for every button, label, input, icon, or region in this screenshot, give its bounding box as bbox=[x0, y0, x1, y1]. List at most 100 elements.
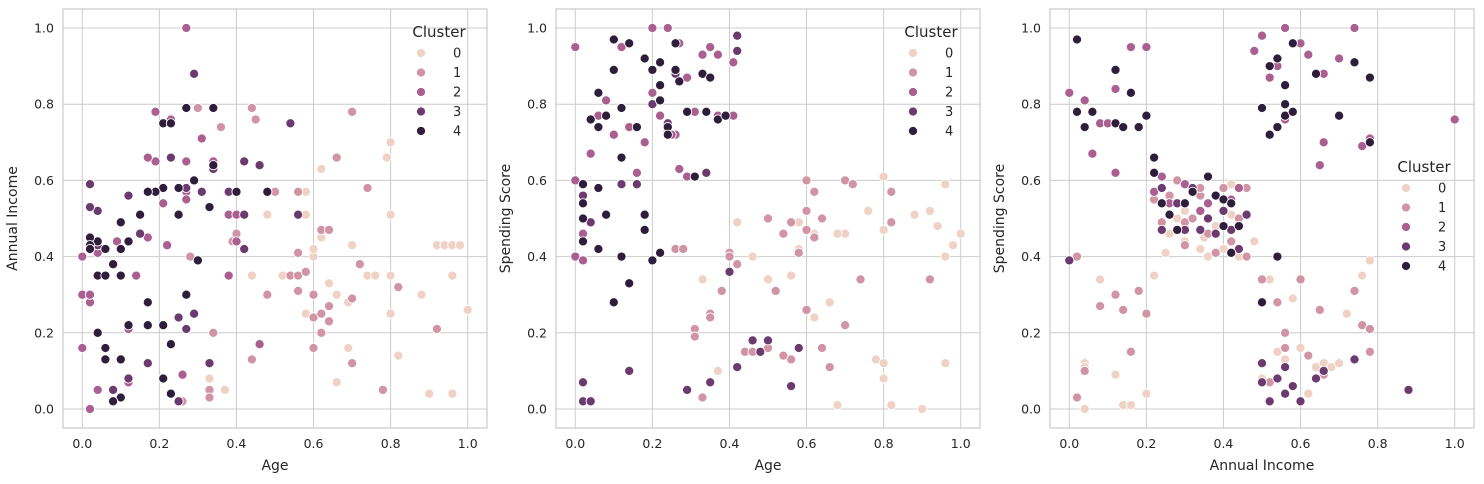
data-point bbox=[1125, 346, 1136, 357]
data-point bbox=[123, 320, 134, 331]
data-point bbox=[1079, 95, 1090, 106]
series-cluster-4 bbox=[577, 34, 731, 308]
data-point bbox=[1202, 198, 1214, 209]
data-point bbox=[204, 392, 215, 403]
data-point bbox=[142, 152, 153, 163]
data-point bbox=[239, 156, 250, 167]
data-point bbox=[246, 354, 257, 365]
data-point bbox=[1272, 122, 1283, 133]
data-point bbox=[593, 182, 604, 194]
data-point bbox=[608, 129, 619, 140]
data-point bbox=[778, 228, 789, 239]
data-point bbox=[728, 57, 739, 68]
data-point bbox=[1249, 45, 1260, 56]
data-point bbox=[616, 102, 627, 114]
data-point bbox=[192, 255, 203, 266]
data-point bbox=[786, 381, 797, 392]
data-point bbox=[1125, 42, 1136, 53]
data-point bbox=[1141, 308, 1152, 319]
data-point bbox=[1149, 270, 1160, 281]
data-point bbox=[1118, 122, 1129, 133]
data-point bbox=[84, 243, 96, 255]
data-point bbox=[1349, 285, 1360, 296]
data-point bbox=[577, 179, 589, 190]
axes-frame bbox=[62, 8, 488, 429]
x-tick-label: 0.2 bbox=[149, 436, 169, 451]
data-point bbox=[1141, 388, 1152, 399]
data-point bbox=[115, 270, 126, 281]
series-cluster-3 bbox=[577, 30, 804, 407]
data-point bbox=[624, 38, 635, 49]
data-point bbox=[1149, 152, 1160, 163]
data-point bbox=[1256, 377, 1268, 388]
legend-marker bbox=[907, 67, 919, 78]
data-point bbox=[316, 327, 327, 338]
data-point bbox=[1264, 61, 1275, 72]
series-cluster-3 bbox=[1064, 182, 1414, 407]
scatter-panel-2: 0.0 0.2 0.4 0.6 0.8 1.0 0.0 0.2 0.4 0.6 0.8 1.0 Age S… bbox=[498, 8, 981, 474]
y-tick-label: 0.6 bbox=[34, 173, 54, 188]
x-tick-label: 0.0 bbox=[72, 436, 92, 451]
data-point bbox=[1256, 30, 1268, 41]
data-point bbox=[639, 137, 650, 148]
data-point bbox=[323, 278, 335, 289]
data-point bbox=[308, 243, 319, 255]
legend-label: 3 bbox=[1438, 240, 1446, 255]
data-point bbox=[1071, 392, 1083, 403]
data-point bbox=[447, 270, 458, 281]
data-point bbox=[577, 236, 589, 247]
legend: Cluster 0 1 2 3 4 bbox=[1397, 158, 1451, 275]
data-point bbox=[770, 285, 781, 296]
data-point bbox=[1280, 327, 1291, 338]
data-point bbox=[793, 342, 804, 354]
data-point bbox=[1256, 297, 1268, 308]
data-point bbox=[192, 102, 203, 114]
data-point bbox=[431, 323, 442, 335]
x-axis-label: Annual Income bbox=[1210, 458, 1315, 474]
data-point bbox=[1280, 342, 1291, 354]
data-point bbox=[1149, 167, 1160, 178]
data-point bbox=[705, 312, 716, 323]
data-point bbox=[196, 133, 207, 144]
data-point bbox=[293, 247, 304, 258]
data-point bbox=[108, 259, 119, 270]
data-point bbox=[1079, 122, 1090, 133]
data-point bbox=[601, 209, 612, 220]
legend-title: Cluster bbox=[1397, 158, 1451, 176]
data-point bbox=[1280, 99, 1291, 110]
data-point bbox=[616, 152, 627, 163]
data-point bbox=[682, 384, 693, 395]
data-point bbox=[1318, 365, 1329, 376]
data-point bbox=[162, 240, 173, 251]
legend-marker bbox=[1400, 241, 1412, 252]
data-point bbox=[1303, 49, 1314, 60]
y-tick-label: 0.4 bbox=[1021, 249, 1041, 264]
data-point bbox=[262, 186, 273, 197]
data-point bbox=[1349, 57, 1360, 68]
data-point bbox=[662, 129, 673, 140]
data-point bbox=[1256, 102, 1268, 114]
data-point bbox=[362, 182, 373, 194]
data-point bbox=[824, 297, 835, 308]
data-point bbox=[631, 167, 642, 178]
y-tick-label: 0.2 bbox=[34, 325, 54, 340]
data-point bbox=[447, 388, 458, 399]
data-point bbox=[840, 320, 851, 331]
data-point bbox=[809, 186, 820, 197]
data-point bbox=[924, 274, 935, 285]
data-point bbox=[285, 118, 296, 129]
series-cluster-2 bbox=[570, 22, 739, 266]
data-point bbox=[670, 64, 681, 75]
data-point bbox=[331, 289, 342, 300]
data-point bbox=[1079, 365, 1090, 376]
y-axis-label: Spending Score bbox=[498, 164, 514, 273]
y-tick-label: 0.0 bbox=[34, 401, 54, 416]
data-point bbox=[585, 114, 596, 125]
data-point bbox=[1303, 388, 1314, 399]
data-point bbox=[577, 255, 589, 266]
data-point bbox=[1256, 274, 1268, 285]
y-tick-label: 0.2 bbox=[1021, 325, 1041, 340]
data-point bbox=[1334, 110, 1345, 121]
data-point bbox=[1226, 198, 1237, 209]
data-point bbox=[716, 285, 727, 296]
